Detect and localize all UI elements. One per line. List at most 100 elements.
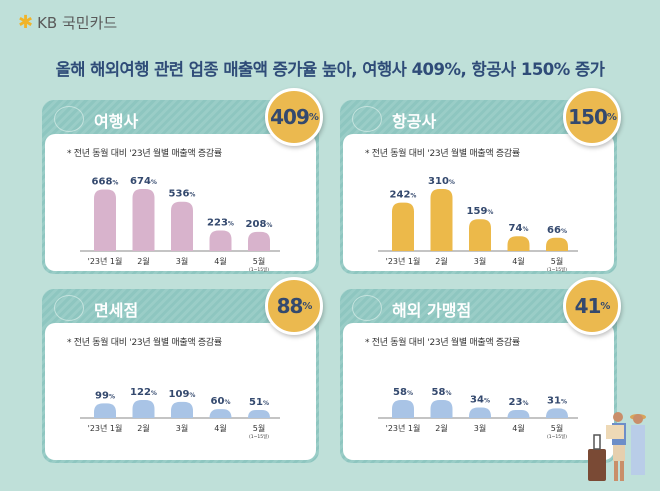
total-value: 409 bbox=[270, 105, 310, 129]
total-value: 150 bbox=[568, 105, 608, 129]
note: * 전년 동월 대비 '23년 월별 매출액 증감률 bbox=[67, 338, 222, 348]
total-unit: % bbox=[600, 300, 610, 312]
total-badge: 150% bbox=[563, 88, 621, 146]
tick-label: 5월 bbox=[253, 423, 265, 433]
data-label: 58% bbox=[393, 387, 413, 398]
total-badge: 409% bbox=[265, 88, 323, 146]
tick-label: 4월 bbox=[214, 423, 226, 433]
panel-0: 여행사 * 전년 동월 대비 '23년 월별 매출액 증감률 668% '23년 1… bbox=[42, 88, 323, 274]
bar bbox=[94, 403, 116, 418]
bar-chart: 99% '23년 1월 122% 2월 109% 3월 60% 4월 51% 5월(1~15일) bbox=[80, 387, 280, 440]
tick-label: 4월 bbox=[214, 256, 226, 266]
data-label: 60% bbox=[211, 396, 231, 407]
bar bbox=[392, 400, 414, 418]
tick-label: 2월 bbox=[137, 423, 149, 433]
panel-title: 항공사 bbox=[392, 112, 437, 131]
panel-body: * 전년 동월 대비 '23년 월별 매출액 증감률 99% '23년 1월 122%… bbox=[45, 323, 316, 460]
data-label: 99% bbox=[95, 390, 115, 401]
bar bbox=[94, 189, 116, 251]
data-label: 674% bbox=[130, 176, 157, 187]
bar bbox=[248, 231, 270, 251]
bar bbox=[430, 189, 453, 251]
data-label: 208% bbox=[246, 219, 273, 230]
headline: 올해 해외여행 관련 업종 매출액 증가율 높아, 여행사 409%, 항공사 … bbox=[55, 60, 605, 79]
category-icon bbox=[352, 295, 382, 321]
data-label: 122% bbox=[130, 387, 157, 398]
bar bbox=[507, 236, 530, 251]
tick-label: 3월 bbox=[474, 256, 486, 266]
note: * 전년 동월 대비 '23년 월별 매출액 증감률 bbox=[365, 338, 520, 348]
tick-label: 4월 bbox=[512, 256, 524, 266]
bar bbox=[469, 219, 491, 251]
kb-star-icon: ✱ bbox=[18, 12, 34, 33]
data-label: 223% bbox=[207, 217, 234, 228]
bar bbox=[209, 230, 232, 251]
tick-sublabel: (1~15일) bbox=[249, 433, 269, 440]
total-unit: % bbox=[606, 111, 617, 123]
note: * 전년 동월 대비 '23년 월별 매출액 증감률 bbox=[365, 149, 520, 159]
tick-label: '23년 1월 bbox=[88, 423, 123, 433]
bar-chart: 58% '23년 1월 58% 2월 34% 3월 23% 4월 31% 5월(1~15일) bbox=[378, 387, 578, 440]
data-label: 242% bbox=[390, 190, 417, 201]
panel-body: * 전년 동월 대비 '23년 월별 매출액 증감률 58% '23년 1월 58% 2… bbox=[343, 323, 614, 460]
data-label: 23% bbox=[509, 397, 529, 408]
tick-label: 3월 bbox=[176, 256, 188, 266]
tick-label: 2월 bbox=[435, 423, 447, 433]
data-label: 159% bbox=[467, 206, 494, 217]
panel-1: 항공사 * 전년 동월 대비 '23년 월별 매출액 증감률 242% '23년 1… bbox=[340, 88, 621, 274]
category-icon bbox=[54, 106, 84, 132]
total-unit: % bbox=[302, 300, 312, 312]
note: * 전년 동월 대비 '23년 월별 매출액 증감률 bbox=[67, 149, 222, 159]
tick-sublabel: (1~15일) bbox=[547, 433, 567, 440]
bar bbox=[171, 201, 193, 251]
data-label: 668% bbox=[92, 177, 119, 188]
tick-label: '23년 1월 bbox=[386, 256, 421, 266]
data-label: 34% bbox=[470, 394, 490, 405]
panel-title: 해외 가맹점 bbox=[392, 301, 472, 320]
bar bbox=[132, 189, 155, 251]
total-value: 41 bbox=[574, 294, 602, 318]
total-badge: 88% bbox=[265, 277, 323, 335]
data-label: 58% bbox=[432, 387, 452, 398]
panel-body: * 전년 동월 대비 '23년 월별 매출액 증감률 668% '23년 1월 674… bbox=[45, 134, 316, 273]
tick-sublabel: (1~15일) bbox=[547, 266, 567, 273]
bar bbox=[209, 409, 232, 418]
bar bbox=[507, 410, 530, 418]
tick-label: 5월 bbox=[551, 256, 563, 266]
data-label: 51% bbox=[249, 397, 269, 408]
tick-label: '23년 1월 bbox=[88, 256, 123, 266]
tick-label: '23년 1월 bbox=[386, 423, 421, 433]
panel-title: 면세점 bbox=[94, 301, 139, 320]
data-label: 74% bbox=[509, 223, 529, 234]
total-unit: % bbox=[308, 111, 319, 123]
tick-label: 5월 bbox=[551, 423, 563, 433]
data-label: 536% bbox=[169, 189, 196, 200]
bar bbox=[469, 407, 491, 418]
tick-sublabel: (1~15일) bbox=[249, 266, 269, 273]
kb-logo: ✱ KB 국민카드 bbox=[18, 12, 117, 33]
logo-text: KB 국민카드 bbox=[37, 14, 118, 32]
tick-label: 2월 bbox=[137, 256, 149, 266]
total-badge: 41% bbox=[563, 277, 621, 335]
data-label: 310% bbox=[428, 176, 455, 187]
tick-label: 2월 bbox=[435, 256, 447, 266]
data-label: 66% bbox=[547, 225, 567, 236]
data-label: 109% bbox=[169, 389, 196, 400]
panel-3: 해외 가맹점 * 전년 동월 대비 '23년 월별 매출액 증감률 58% '23년… bbox=[340, 277, 621, 463]
panel-title: 여행사 bbox=[94, 112, 139, 131]
panel-body: * 전년 동월 대비 '23년 월별 매출액 증감률 242% '23년 1월 310… bbox=[343, 134, 614, 273]
bar-chart: 668% '23년 1월 674% 2월 536% 3월 223% 4월 208% 5월(1~15… bbox=[80, 176, 280, 273]
tick-label: 5월 bbox=[253, 256, 265, 266]
bar bbox=[546, 408, 568, 418]
bar bbox=[132, 400, 155, 418]
tick-label: 3월 bbox=[474, 423, 486, 433]
data-label: 31% bbox=[547, 395, 567, 406]
bar bbox=[430, 400, 453, 418]
category-icon bbox=[352, 106, 382, 132]
tick-label: 3월 bbox=[176, 423, 188, 433]
panel-2: 면세점 * 전년 동월 대비 '23년 월별 매출액 증감률 99% '23년 1월… bbox=[42, 277, 323, 463]
bar bbox=[546, 237, 568, 251]
bar bbox=[248, 410, 270, 418]
travelers-illustration bbox=[588, 412, 646, 481]
total-value: 88 bbox=[276, 294, 304, 318]
